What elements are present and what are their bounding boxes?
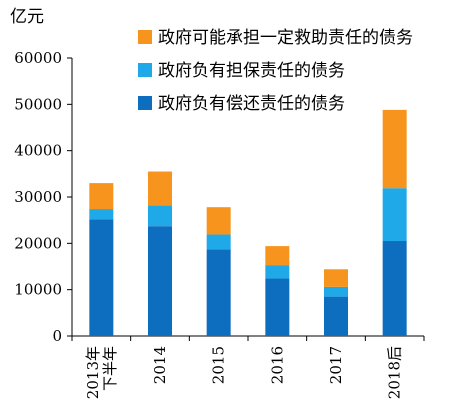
x-tick-label-group: 2015 <box>210 346 228 384</box>
x-tick-label-group: 2016 <box>268 346 286 384</box>
x-tick-label: 2017 <box>327 346 345 384</box>
legend-label: 政府负有偿还责任的债务 <box>158 94 345 114</box>
bar-segment-2 <box>324 269 348 287</box>
legend-swatch <box>138 96 152 110</box>
x-tick-label: 2014 <box>151 346 169 384</box>
y-tick-label: 60000 <box>14 49 62 67</box>
bar-segment-2 <box>89 183 114 210</box>
bar-segment-2 <box>382 109 407 189</box>
x-tick-label-group: 2014 <box>151 346 169 384</box>
x-axis: 2013年 下半年 2014 2015 2016 2017 2018后 <box>71 335 425 399</box>
legend-swatch <box>138 30 152 44</box>
x-tick-label: 2013年 <box>84 346 102 399</box>
bar-segment-1 <box>148 205 172 227</box>
y-tick-label: 30000 <box>14 188 62 206</box>
y-tick-label: 20000 <box>14 234 62 252</box>
x-tick-label-group: 2018后 <box>386 346 404 399</box>
bar-segment-2 <box>206 207 231 235</box>
bar-segment-2 <box>265 246 290 266</box>
bar-segment-0 <box>382 241 407 336</box>
bar-segment-2 <box>148 171 172 206</box>
x-tick-label: 2015 <box>210 346 228 384</box>
y-axis: 0 10000 20000 30000 40000 50000 60000 <box>14 49 73 345</box>
y-tick-label: 10000 <box>14 281 62 299</box>
x-tick-label: 2016 <box>268 346 286 384</box>
bar-segment-1 <box>265 265 290 279</box>
legend-swatch <box>138 63 152 77</box>
x-tick-label: 下半年 <box>101 346 119 391</box>
bars <box>89 109 407 336</box>
x-tick-label: 2018后 <box>386 346 404 399</box>
x-tick-label-group: 2017 <box>327 346 345 384</box>
bar-segment-0 <box>206 249 231 336</box>
bar-segment-1 <box>324 286 348 297</box>
unit-label: 亿元 <box>10 7 44 27</box>
y-tick-label: 0 <box>52 327 62 345</box>
bar-segment-1 <box>89 209 114 220</box>
y-tick-label: 50000 <box>14 95 62 113</box>
bar-segment-0 <box>265 278 290 336</box>
bar-segment-1 <box>382 188 407 242</box>
bar-segment-1 <box>206 234 231 250</box>
bar-segment-0 <box>148 226 172 336</box>
y-tick-label: 40000 <box>14 142 62 160</box>
legend-label: 政府可能承担一定救助责任的债务 <box>158 28 413 48</box>
bar-segment-0 <box>324 296 348 336</box>
legend-label: 政府负有担保责任的债务 <box>158 61 345 81</box>
bar-segment-0 <box>89 219 114 336</box>
x-tick-label-group: 2013年 下半年 <box>84 346 119 399</box>
